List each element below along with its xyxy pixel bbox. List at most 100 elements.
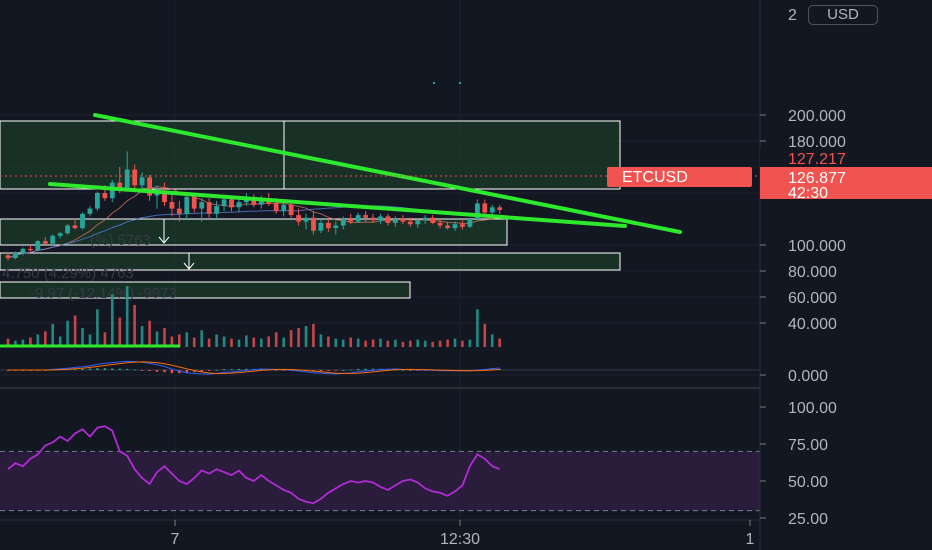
volume-bar [252,337,256,348]
macd-histogram-bar [126,368,129,370]
symbol-tag [607,167,752,187]
candle [147,174,152,201]
candle [340,216,346,230]
macd-histogram-bar [118,368,121,370]
volume-bar [163,328,166,347]
macd-histogram-bar [193,370,196,373]
zone-upper[interactable] [0,120,621,190]
macd-histogram-bar [208,370,211,371]
macd-histogram-bar [163,370,166,373]
candle [363,211,368,222]
trendline-upper[interactable] [93,113,682,234]
candle [445,221,450,230]
candle [311,211,316,235]
time-axis[interactable]: 7 12:30 1 [171,520,755,548]
volume-bar [192,337,196,348]
volume-bar [200,330,203,347]
macd-histogram-bar [185,370,188,373]
volume-bar [260,338,263,347]
volume-bar [312,323,315,347]
macd-histogram-bar [73,369,77,370]
symbol-tag-label: ETCUSD [622,169,688,186]
currency-button[interactable]: USD [808,5,878,25]
volume-bar [148,320,151,348]
volume-bar [297,328,300,347]
current-price-tag [760,167,932,199]
candle [326,219,331,232]
volume-bar [81,328,84,347]
volume-bar [96,309,99,347]
macd-histogram-bar [200,370,203,372]
candle [65,224,70,235]
candle [199,198,205,222]
macd-histogram-bar [319,370,323,371]
candle [5,252,11,261]
candle [132,164,138,191]
candle [42,237,48,245]
volume-bar [29,337,32,348]
volume-bar [498,338,501,347]
current-price-label: 126.877 [788,170,846,187]
volume-bar [14,340,17,347]
zone-lower[interactable] [0,252,621,271]
rsi-tick-label: 25.00 [788,511,828,528]
macd-histogram-bar [237,368,241,370]
volume-bar [274,332,278,347]
price-tick-label: 80.000 [788,264,837,281]
candle [206,198,212,218]
volume-bar [245,335,248,347]
overlay-text-row3: -9.97 (-12.14%) -9973 [30,285,177,302]
candle [296,208,301,226]
candle [95,191,100,212]
overlay-text-row1: (%) 5763 [90,232,151,249]
marker-dot [459,82,461,84]
trendline-lower[interactable] [48,182,627,228]
volume-bar [73,315,77,347]
volume-bar [431,341,434,348]
volume-bar [230,338,233,347]
price-tick-label: 2 [788,7,797,24]
zone-bottom[interactable] [0,281,411,299]
candle [348,213,354,225]
time-tick-label: 1 [746,531,755,548]
volume-bar [334,338,338,347]
macd-histogram-bar [282,370,285,371]
high-price-label: 127.217 [788,151,846,168]
rsi-tick-label: 75.00 [788,437,828,454]
volume-bar [341,339,345,347]
candle [415,219,421,229]
macd-histogram-bar [170,370,174,374]
volume-bar [453,338,457,347]
volume-bar [304,326,308,347]
volume-bar [66,320,69,348]
volume-bar [207,338,211,347]
candle [355,212,361,223]
price-tick-label: 180.000 [788,134,846,151]
volume-bar [58,336,62,347]
volume-bar [185,332,189,347]
macd-histogram-bar [81,369,84,370]
macd-histogram-bar [96,368,99,370]
volume-bar [461,340,464,347]
volume-bar [468,339,472,347]
macd-histogram-bar [334,370,337,371]
candle [437,219,443,229]
volume-bar [423,340,427,347]
candle [288,200,294,218]
macd-histogram-bar [342,370,345,371]
candle [236,199,242,213]
candle [184,194,190,219]
time-tick-label: 12:30 [440,531,480,548]
candle [318,219,324,234]
macd-line [8,361,500,375]
volume-bar [21,339,25,347]
candle [281,200,287,217]
volume-bar [401,341,405,348]
candle [28,245,33,253]
candle [460,220,465,230]
candle [50,234,56,245]
volume-bar [125,286,129,347]
macd-histogram-bar [103,368,107,370]
price-tick-label: 200.000 [788,108,846,125]
